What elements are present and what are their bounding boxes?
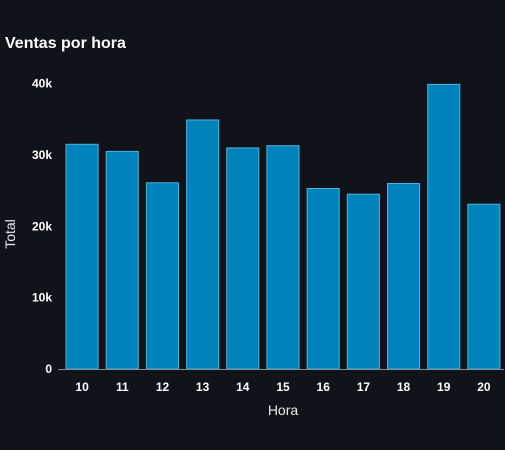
x-tick-label: 10 bbox=[75, 380, 89, 394]
x-axis-ticks: 10 11 12 13 14 15 16 17 18 19 20 bbox=[75, 380, 490, 394]
y-tick-label: 10k bbox=[32, 291, 52, 305]
x-tick-label: 15 bbox=[276, 380, 290, 394]
x-tick-label: 11 bbox=[116, 380, 129, 394]
y-axis-title: Total bbox=[2, 219, 18, 249]
x-axis-title: Hora bbox=[268, 402, 299, 418]
bar-18 bbox=[388, 184, 420, 370]
y-tick-label: 30k bbox=[32, 148, 52, 162]
y-tick-label: 20k bbox=[32, 219, 52, 233]
x-tick-label: 18 bbox=[397, 380, 411, 394]
x-tick-label: 20 bbox=[477, 380, 491, 394]
bar-20 bbox=[468, 204, 500, 369]
bar-13 bbox=[187, 120, 219, 369]
x-tick-label: 17 bbox=[357, 380, 371, 394]
x-tick-label: 16 bbox=[317, 380, 331, 394]
y-tick-label: 40k bbox=[32, 77, 52, 91]
bar-10 bbox=[66, 144, 98, 369]
y-tick-label: 0 bbox=[45, 362, 52, 376]
bar-14 bbox=[227, 148, 259, 369]
bar-19 bbox=[428, 84, 460, 369]
bars-group bbox=[66, 84, 500, 369]
bar-16 bbox=[307, 189, 339, 370]
x-tick-label: 12 bbox=[156, 380, 170, 394]
x-tick-label: 14 bbox=[236, 380, 250, 394]
bar-12 bbox=[146, 183, 178, 369]
bar-17 bbox=[347, 194, 379, 369]
bar-11 bbox=[106, 151, 138, 369]
y-axis-ticks: 0 10k 20k 30k 40k bbox=[32, 77, 52, 376]
x-tick-label: 19 bbox=[437, 380, 451, 394]
x-tick-label: 13 bbox=[196, 380, 210, 394]
bar-15 bbox=[267, 146, 299, 369]
